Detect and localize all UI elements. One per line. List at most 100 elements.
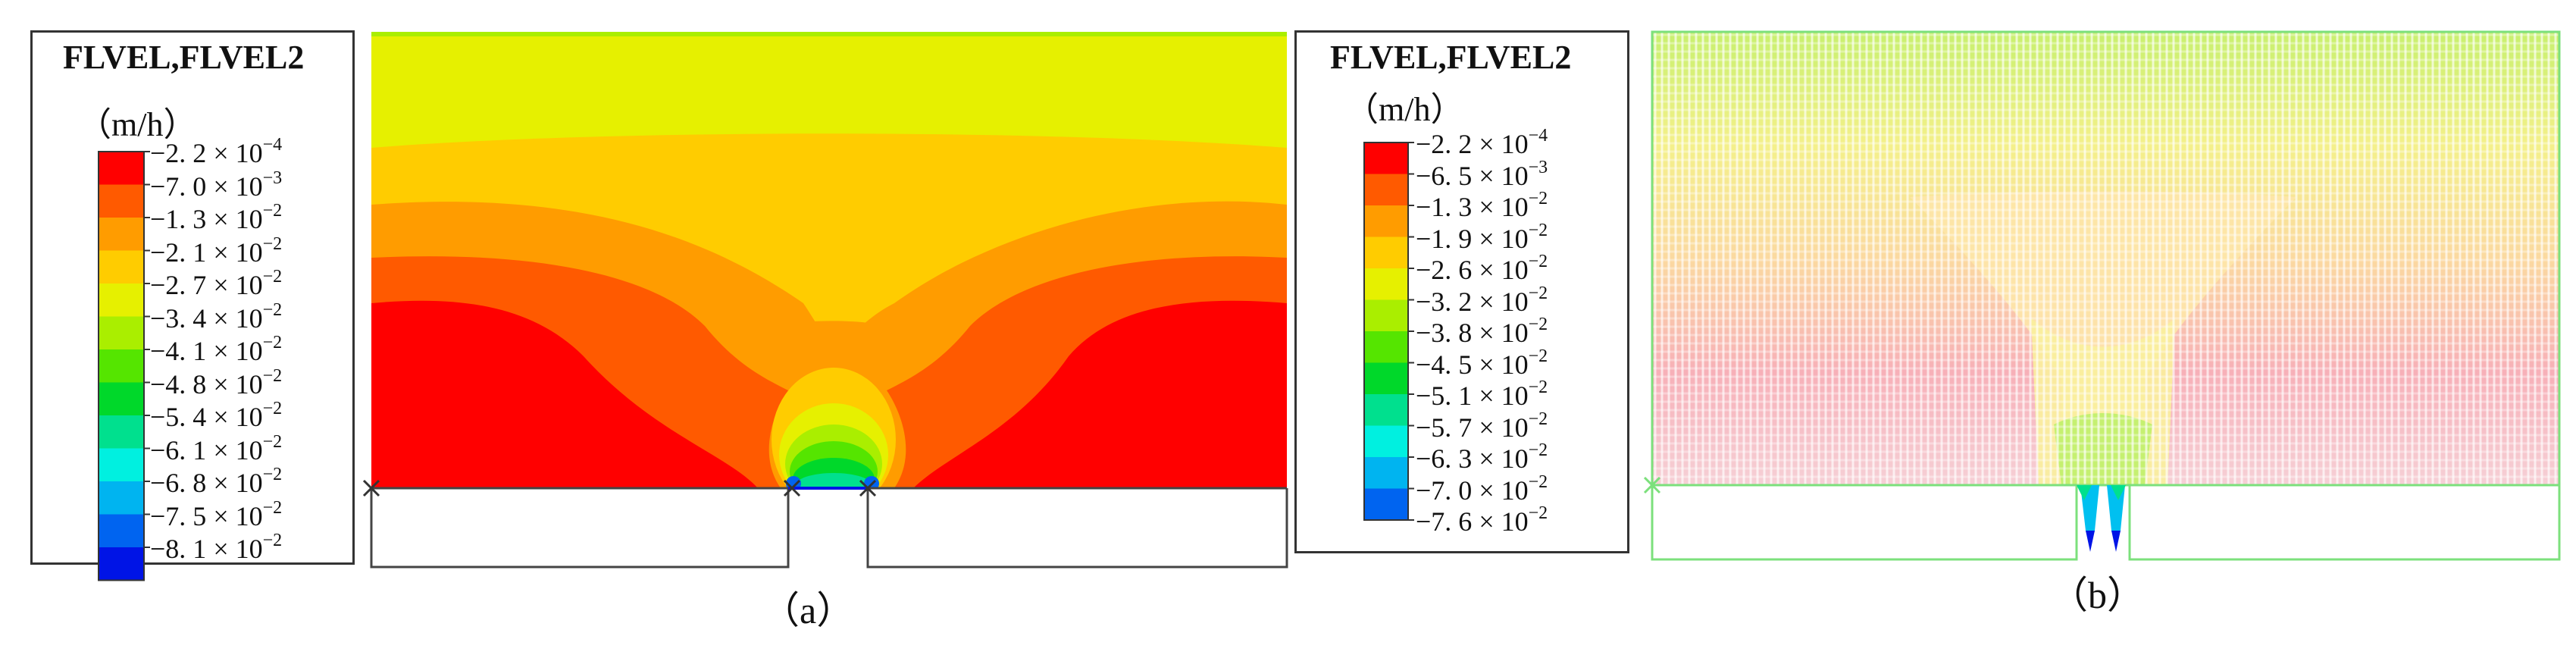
tick-exponent: −2 (262, 465, 283, 484)
legend-tick-label: −6. 5 × 10−3 (1416, 158, 1548, 191)
tick-exponent: −2 (1528, 503, 1548, 523)
legend-tick-label: −1. 3 × 10−2 (150, 202, 282, 234)
legend-swatch (1364, 331, 1408, 363)
legend-tick-label: −7. 0 × 10−3 (150, 169, 282, 202)
tick-mantissa: −2. 2 (150, 138, 207, 168)
legend-swatch (1364, 205, 1408, 237)
tick-exponent: −2 (262, 267, 283, 287)
legend-swatch (99, 547, 144, 581)
contour-bands-a (371, 32, 1287, 488)
legend-tick-label: −6. 8 × 10−2 (150, 465, 282, 498)
tick-times: × 10 (1472, 255, 1529, 285)
tick-times: × 10 (1472, 381, 1529, 411)
tick-exponent: −2 (262, 299, 283, 320)
tick-times: × 10 (206, 270, 263, 300)
caption-a: （a） (762, 589, 855, 631)
tick-mantissa: −2. 2 (1416, 129, 1473, 159)
boundary-lines-a (370, 487, 1288, 569)
legend-swatch (99, 382, 144, 416)
color-ramp-a (98, 151, 150, 581)
legend-swatch (99, 448, 144, 482)
tick-times: × 10 (1472, 443, 1529, 474)
tick-exponent: −2 (262, 497, 283, 518)
legend-tick-label: −4. 8 × 10−2 (150, 367, 282, 399)
legend-box-a (30, 30, 355, 565)
tick-mantissa: −5. 4 (150, 402, 207, 432)
tick-mantissa: −6. 5 (1416, 160, 1473, 191)
legend-tick-label: −5. 1 × 10−2 (1416, 378, 1548, 411)
legend-tick-label: −1. 9 × 10−2 (1416, 221, 1548, 254)
panel-a: FLVEL,FLVEL2 （m/h） −2. 2 × 10−4 −7. 0 × 1… (30, 30, 1288, 631)
legend-tick-label: −4. 1 × 10−2 (150, 334, 282, 366)
tick-times: × 10 (1472, 129, 1529, 159)
legend-ramp-frame (98, 151, 145, 581)
tick-times: × 10 (206, 237, 263, 268)
legend-swatch (99, 481, 144, 515)
tick-mantissa: −8. 1 (150, 534, 207, 564)
tick-exponent: −2 (1528, 440, 1548, 460)
tick-mantissa: −7. 0 (150, 171, 207, 202)
tick-times: × 10 (1472, 223, 1529, 254)
tick-mantissa: −7. 5 (150, 500, 207, 531)
lower-domain-b (1651, 485, 2561, 561)
tick-mantissa: −4. 1 (150, 336, 207, 366)
tick-times: × 10 (1472, 475, 1529, 506)
tick-times: × 10 (1472, 286, 1529, 317)
legend-swatch (99, 250, 144, 284)
legend-tick-label: −2. 2 × 10−4 (1416, 127, 1548, 159)
legend-swatch (1364, 174, 1408, 206)
tick-times: × 10 (206, 368, 263, 399)
node-marker-b (1643, 476, 1661, 494)
legend-tick-label: −2. 7 × 10−2 (150, 268, 282, 300)
legend-tick-label: −8. 1 × 10−2 (150, 531, 282, 564)
legend-swatch (99, 284, 144, 317)
node-markers-a (362, 479, 877, 497)
tick-exponent: −2 (1528, 189, 1548, 208)
tick-times: × 10 (206, 138, 263, 168)
tick-times: × 10 (1472, 506, 1529, 537)
tick-exponent: −2 (1528, 252, 1548, 271)
tick-times: × 10 (206, 534, 263, 564)
legend-box-b (1294, 30, 1629, 553)
legend-swatch (99, 415, 144, 449)
legend-swatch (1364, 425, 1408, 458)
tick-mantissa: −5. 1 (1416, 381, 1473, 411)
tick-times: × 10 (1472, 412, 1529, 443)
tick-times: × 10 (206, 468, 263, 498)
legend-swatch (1364, 237, 1408, 269)
legend-unit-a: （m/h） (78, 106, 197, 143)
tick-times: × 10 (206, 204, 263, 234)
tick-exponent: −2 (1528, 471, 1548, 492)
flow-field-a (362, 32, 1288, 569)
legend-tick-label: −3. 2 × 10−2 (1416, 284, 1548, 317)
tick-exponent: −2 (1528, 315, 1548, 334)
tick-times: × 10 (206, 302, 263, 334)
legend-swatch (1364, 143, 1408, 174)
tick-exponent: −2 (262, 531, 283, 550)
tick-mantissa: −6. 1 (150, 434, 207, 465)
tick-exponent: −4 (1528, 126, 1548, 146)
legend-tick-label: −6. 1 × 10−2 (150, 433, 282, 465)
tick-times: × 10 (1472, 160, 1529, 191)
tick-mantissa: −6. 8 (150, 468, 207, 498)
legend-tick-label: −5. 7 × 10−2 (1416, 410, 1548, 443)
tick-mantissa: −3. 4 (150, 302, 207, 334)
tick-exponent: −2 (262, 399, 283, 418)
legend-swatch (99, 514, 144, 548)
tick-mantissa: −5. 7 (1416, 412, 1473, 443)
tick-mantissa: −2. 7 (150, 270, 207, 300)
legend-swatch (1364, 394, 1408, 426)
tick-times: × 10 (206, 402, 263, 432)
tick-mantissa: −7. 0 (1416, 475, 1473, 506)
tick-mantissa: −2. 1 (150, 237, 207, 268)
tick-exponent: −3 (1528, 157, 1548, 177)
legend-tick-label: −7. 0 × 10−2 (1416, 473, 1548, 506)
legend-swatch (1364, 299, 1408, 332)
tick-exponent: −2 (1528, 377, 1548, 397)
legend-swatch (99, 184, 144, 218)
legend-tick-label: −3. 8 × 10−2 (1416, 315, 1548, 346)
caption-b: （b） (2050, 574, 2145, 616)
legend-swatch (1364, 488, 1408, 521)
tick-times: × 10 (1472, 192, 1529, 222)
panel-b: FLVEL,FLVEL2 （m/h） −2. 2 × 10−4 −6. 5 × 1… (1288, 0, 2576, 661)
